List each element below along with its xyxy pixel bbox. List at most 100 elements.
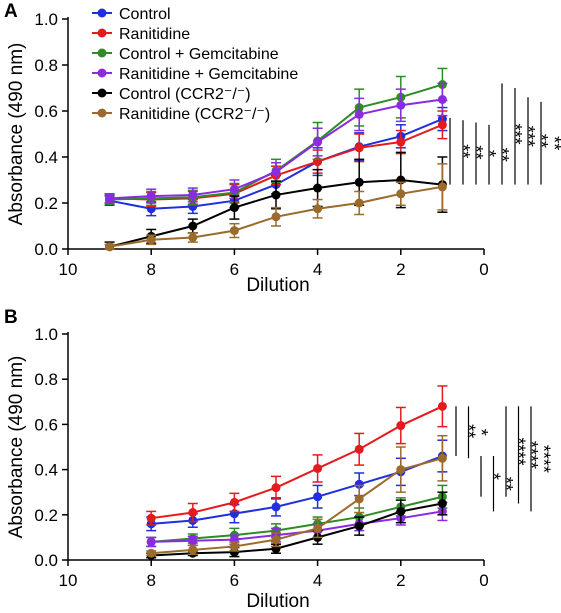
data-point	[313, 463, 323, 473]
data-point	[437, 95, 447, 104]
data-point	[354, 143, 364, 153]
significance-markers: ******************	[455, 406, 554, 512]
x-tick-label: 2	[396, 260, 405, 279]
data-point	[229, 203, 239, 213]
data-point	[229, 497, 239, 507]
data-point	[271, 212, 281, 222]
legend-swatch-dot	[97, 68, 107, 78]
legend-swatch-dot	[97, 88, 107, 98]
x-tick-label: 8	[146, 571, 155, 590]
data-point	[396, 421, 406, 431]
data-point	[396, 100, 406, 110]
legend-swatch-dot	[97, 48, 107, 58]
legend-label: Control	[119, 6, 171, 23]
data-point	[188, 233, 198, 242]
y-tick-label: 0.4	[34, 148, 58, 167]
data-point	[437, 120, 447, 130]
data-point	[313, 204, 323, 214]
data-point	[188, 536, 198, 546]
series-purple	[104, 82, 448, 204]
y-tick-label: 0.4	[34, 461, 58, 480]
legend-item: Control + Gemcitabine	[92, 46, 279, 63]
data-point	[354, 177, 364, 187]
legend: Control Ranitidine Control + Gemcitabine Ra…	[92, 6, 298, 123]
x-tick-label: 6	[230, 260, 239, 279]
data-point	[354, 494, 364, 504]
series-brown	[146, 434, 448, 558]
data-point	[437, 453, 447, 463]
significance-markers: *****************	[449, 83, 561, 185]
x-tick-label: 8	[146, 260, 155, 279]
x-tick-label: 4	[313, 260, 322, 279]
legend-label: Ranitidine + Gemcitabine	[119, 66, 298, 83]
series-line	[151, 495, 443, 543]
legend-item: Ranitidine (CCR2⁻/⁻)	[92, 106, 270, 123]
data-point	[437, 182, 447, 192]
legend-label: Control (CCR2⁻/⁻)	[119, 86, 251, 103]
y-tick-label: 0.2	[34, 506, 58, 525]
data-point	[271, 502, 281, 512]
data-point	[188, 190, 198, 200]
y-axis-title: Absorbance (490 nm)	[6, 43, 27, 226]
significance-label: ****	[534, 445, 554, 473]
y-tick-label: 0.8	[34, 56, 58, 75]
legend-swatch-dot	[97, 8, 107, 18]
series-black	[146, 491, 448, 560]
data-point	[396, 465, 406, 475]
data-point	[313, 137, 323, 147]
data-point	[354, 444, 364, 454]
significance-label: *	[471, 429, 491, 436]
data-point	[105, 193, 115, 203]
x-axis-title: Dilution	[246, 275, 309, 296]
y-tick-label: 0.6	[34, 102, 58, 121]
y-tick-label: 0.8	[34, 370, 58, 389]
legend-item: Control	[92, 6, 171, 23]
x-tick-label: 10	[59, 260, 78, 279]
panel-letter: A	[4, 1, 18, 22]
data-point	[188, 508, 198, 518]
data-point	[188, 221, 198, 231]
data-point	[146, 513, 156, 523]
legend-swatch-dot	[97, 28, 107, 38]
data-point	[271, 167, 281, 177]
y-tick-label: 0.0	[34, 551, 58, 570]
data-point	[437, 499, 447, 508]
panel-b: B 0.0 0.2 0.4 0.6 0.8 1.0 10 8 6 4 2 0 Dilution Absorb…	[4, 307, 554, 612]
data-point	[271, 483, 281, 493]
data-point	[229, 226, 239, 236]
x-tick-label: 4	[313, 571, 322, 590]
series-red	[146, 385, 448, 526]
legend-item: Control (CCR2⁻/⁻)	[92, 86, 251, 103]
x-tick-label: 2	[396, 571, 405, 590]
series-line	[151, 405, 443, 520]
data-point	[146, 191, 156, 201]
y-tick-label: 0.6	[34, 415, 58, 434]
data-point	[271, 190, 281, 200]
legend-swatch-dot	[97, 108, 107, 118]
data-point	[229, 184, 239, 194]
data-point	[146, 537, 156, 547]
data-point	[354, 109, 364, 119]
legend-label: Ranitidine	[119, 26, 190, 43]
y-tick-label: 0.2	[34, 194, 58, 213]
x-axis-title: Dilution	[246, 591, 309, 612]
y-tick-label: 1.0	[34, 10, 58, 29]
data-point	[313, 492, 323, 502]
data-point	[146, 548, 156, 558]
data-point	[313, 523, 323, 533]
panel-a: A 0.0 0.2 0.4 0.6 0.8 1.0 10 8 6 4 2 0 Dilution Absorb…	[4, 1, 561, 296]
data-point	[437, 401, 447, 411]
data-point	[396, 189, 406, 199]
data-point	[354, 521, 364, 531]
legend-item: Ranitidine + Gemcitabine	[92, 66, 298, 83]
significance-label: **	[544, 136, 561, 150]
series-line	[151, 502, 443, 557]
data-point	[271, 535, 281, 545]
data-point	[354, 198, 364, 208]
x-tick-label: 0	[479, 260, 488, 279]
data-point	[229, 541, 239, 551]
y-tick-label: 1.0	[34, 325, 58, 344]
data-point	[396, 506, 406, 516]
series-line	[151, 510, 443, 543]
panel-letter: B	[4, 307, 18, 328]
